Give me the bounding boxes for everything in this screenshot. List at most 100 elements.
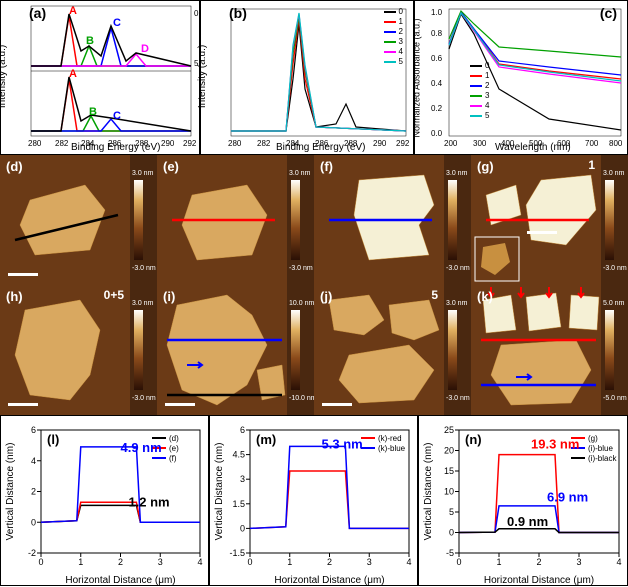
svg-text:290: 290 [373, 139, 387, 148]
xlabel-a: Binding Energy (eV) [71, 142, 161, 153]
svg-text:-3.0 nm: -3.0 nm [132, 395, 156, 402]
svg-text:A: A [69, 68, 77, 80]
panel-i: 10.0 nm -10.0 nm (i) [157, 285, 314, 415]
panel-k: 5.0 nm -5.0 nm (k) [471, 285, 628, 415]
legend-b: 0 1 2 3 4 5 [384, 7, 403, 67]
svg-text:(i)-blue: (i)-blue [588, 444, 613, 453]
panel-c: (c) Normalized Absorbance (a.u.) Wavelen… [414, 0, 628, 155]
svg-text:4.5: 4.5 [232, 450, 245, 460]
svg-text:1.5: 1.5 [232, 499, 245, 509]
svg-text:200: 200 [444, 139, 458, 148]
svg-text:-10.0 nm: -10.0 nm [289, 395, 314, 402]
svg-text:(k)-red: (k)-red [378, 434, 402, 443]
svg-text:15: 15 [444, 466, 454, 476]
svg-text:Vertical Distance (nm): Vertical Distance (nm) [423, 443, 434, 541]
svg-text:Vertical Distance (nm): Vertical Distance (nm) [5, 443, 16, 541]
svg-text:-3.0 nm: -3.0 nm [603, 265, 627, 272]
svg-text:3.0 nm: 3.0 nm [132, 170, 154, 177]
svg-text:-3.0 nm: -3.0 nm [132, 265, 156, 272]
label-b: (b) [229, 5, 247, 21]
svg-text:1: 1 [496, 557, 501, 567]
svg-text:282: 282 [257, 139, 271, 148]
svg-text:4: 4 [197, 557, 202, 567]
svg-text:10: 10 [444, 487, 454, 497]
svg-text:D: D [141, 43, 149, 55]
svg-text:0: 0 [247, 557, 252, 567]
svg-text:Horizontal Distance (μm): Horizontal Distance (μm) [274, 575, 384, 586]
panel-n: 01234-50510152025(g)(i)-blue(i)-black19.… [418, 415, 628, 586]
svg-text:292: 292 [396, 139, 410, 148]
svg-text:3: 3 [367, 557, 372, 567]
row-afm-1: 3.0 nm -3.0 nm (d) 3.0 nm -3.0 nm (e) 3.… [0, 155, 628, 285]
svg-text:C: C [113, 17, 121, 29]
svg-text:10.0 nm: 10.0 nm [289, 300, 314, 307]
svg-text:800: 800 [609, 139, 623, 148]
svg-text:2: 2 [31, 487, 36, 497]
svg-text:(k)-blue: (k)-blue [378, 444, 406, 453]
svg-text:(f): (f) [320, 159, 333, 174]
svg-text:0: 0 [456, 557, 461, 567]
svg-text:(i)-black: (i)-black [588, 454, 617, 463]
svg-text:282: 282 [55, 139, 69, 148]
svg-text:C: C [113, 110, 121, 122]
ylabel-b: Intensity (a.u.) [197, 45, 208, 108]
svg-text:2: 2 [536, 557, 541, 567]
svg-text:2: 2 [118, 557, 123, 567]
svg-text:(m): (m) [256, 432, 276, 447]
panel-j: 3.0 nm -3.0 nm (j) 5 [314, 285, 471, 415]
panel-l: 01234-20246(d)(e)(f)4.9 nm1.2 nm (l) Hor… [0, 415, 209, 586]
svg-text:3.0 nm: 3.0 nm [132, 300, 154, 307]
panel-m: 01234-1.501.534.56(k)-red(k)-blue5.3 nm … [209, 415, 418, 586]
xlabel-c: Wavelength (nm) [495, 142, 571, 153]
svg-text:5.3 nm: 5.3 nm [322, 436, 363, 451]
svg-text:(l): (l) [47, 432, 59, 447]
svg-text:-1.5: -1.5 [229, 548, 245, 558]
svg-text:20: 20 [444, 446, 454, 456]
svg-text:5: 5 [431, 288, 438, 302]
ylabel-c: Normalized Absorbance (a.u.) [412, 18, 422, 137]
svg-text:0.9 nm: 0.9 nm [507, 514, 548, 529]
svg-text:700: 700 [585, 139, 599, 148]
svg-text:0.4: 0.4 [431, 79, 443, 88]
svg-text:0: 0 [194, 9, 199, 18]
xlabel-b: Binding Energy (eV) [276, 142, 366, 153]
svg-text:292: 292 [183, 139, 197, 148]
svg-text:-5: -5 [446, 548, 454, 558]
panel-f: 3.0 nm -3.0 nm (f) [314, 155, 471, 285]
svg-text:-2: -2 [28, 548, 36, 558]
svg-text:0.6: 0.6 [431, 54, 443, 63]
svg-text:5.0 nm: 5.0 nm [603, 300, 625, 307]
chart-a: A B C D 0 5 A B C [1, 1, 201, 156]
svg-text:4: 4 [406, 557, 411, 567]
svg-text:-3.0 nm: -3.0 nm [446, 265, 470, 272]
svg-text:19.3 nm: 19.3 nm [531, 436, 579, 451]
svg-text:B: B [89, 106, 97, 118]
svg-text:0.2: 0.2 [431, 104, 443, 113]
svg-text:Vertical Distance (nm): Vertical Distance (nm) [214, 443, 225, 541]
svg-text:B: B [86, 35, 94, 47]
svg-text:3.0 nm: 3.0 nm [289, 170, 311, 177]
svg-text:3: 3 [576, 557, 581, 567]
svg-text:4: 4 [31, 456, 36, 466]
svg-text:4.9 nm: 4.9 nm [121, 440, 162, 455]
svg-text:5: 5 [449, 507, 454, 517]
row-spectra: (a) Intensity (a.u.) Binding Energy (eV)… [0, 0, 628, 155]
svg-text:3.0 nm: 3.0 nm [446, 300, 468, 307]
label-a: (a) [29, 5, 46, 21]
legend-c: 0 1 2 3 4 5 [470, 61, 489, 121]
svg-text:0.8: 0.8 [431, 29, 443, 38]
svg-text:280: 280 [228, 139, 242, 148]
row-afm-2: 3.0 nm -3.0 nm (h) 0+5 10.0 nm -10.0 nm … [0, 285, 628, 415]
svg-text:-5.0 nm: -5.0 nm [603, 395, 627, 402]
svg-text:280: 280 [28, 139, 42, 148]
svg-text:0.0: 0.0 [431, 129, 443, 138]
svg-text:0+5: 0+5 [104, 288, 125, 302]
svg-text:Horizontal Distance (μm): Horizontal Distance (μm) [484, 575, 594, 586]
svg-text:-3.0 nm: -3.0 nm [289, 265, 313, 272]
svg-text:(h): (h) [6, 289, 23, 304]
svg-text:(d): (d) [6, 159, 23, 174]
svg-text:1: 1 [588, 158, 595, 172]
panel-a: (a) Intensity (a.u.) Binding Energy (eV)… [0, 0, 200, 155]
svg-text:(e): (e) [169, 444, 179, 453]
svg-text:(e): (e) [163, 159, 179, 174]
